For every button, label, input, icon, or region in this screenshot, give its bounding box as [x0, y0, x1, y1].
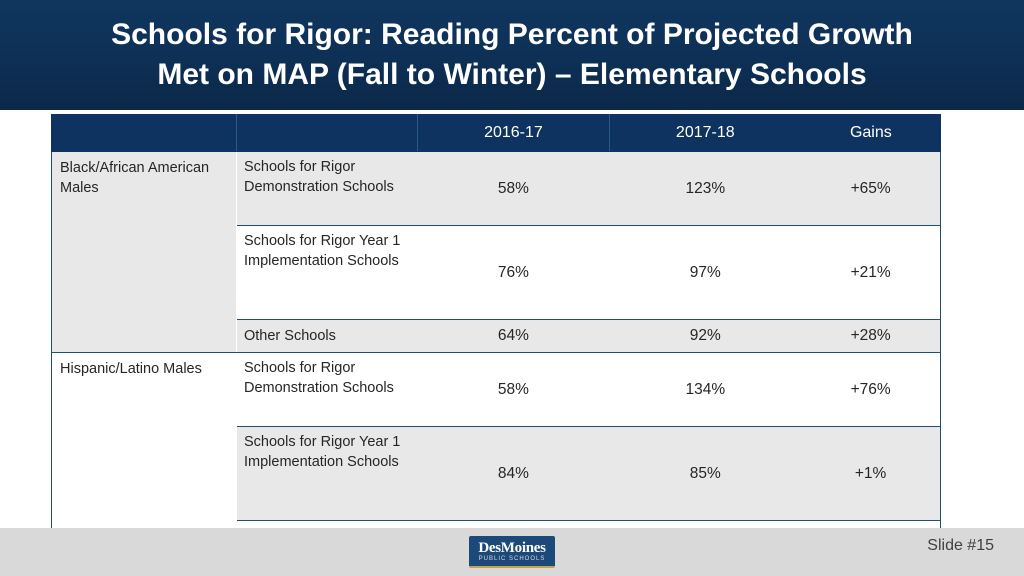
value-2017-18: 92%	[609, 319, 802, 353]
value-2017-18: 97%	[609, 225, 802, 320]
header-2016-17: 2016-17	[417, 114, 610, 152]
table-row: Black/African American Males Schools for…	[51, 151, 942, 353]
growth-table: 2016-17 2017-18 Gains Black/African Amer…	[51, 114, 942, 554]
logo-wordmark: DesMoines	[478, 539, 546, 556]
value-gains: +65%	[801, 151, 942, 226]
school-label: Schools for Rigor Demonstration Schools	[236, 352, 418, 427]
value-2017-18: 85%	[609, 426, 802, 521]
value-gains: +76%	[801, 352, 942, 427]
value-2016-17: 58%	[417, 352, 610, 427]
table-row: Schools for Rigor Year 1 Implementation …	[52, 426, 942, 521]
table-row: Other Schools 64% 92% +28%	[52, 319, 942, 353]
header-school	[236, 114, 418, 152]
des-moines-logo: DesMoines PUBLIC SCHOOLS	[469, 536, 555, 568]
value-2016-17: 76%	[417, 225, 610, 320]
title-banner: Schools for Rigor: Reading Percent of Pr…	[0, 0, 1024, 110]
value-gains: +21%	[801, 225, 942, 320]
school-label: Schools for Rigor Demonstration Schools	[236, 151, 418, 226]
group-label: Black/African American Males	[51, 151, 237, 353]
table-row: Schools for Rigor Year 1 Implementation …	[52, 225, 942, 320]
slide-title-line-1: Schools for Rigor: Reading Percent of Pr…	[111, 18, 913, 51]
slide-title-line-2: Met on MAP (Fall to Winter) – Elementary…	[157, 58, 867, 91]
header-2017-18: 2017-18	[608, 114, 802, 152]
footer-bar: DesMoines PUBLIC SCHOOLS Slide #15	[0, 528, 1024, 576]
value-2016-17: 84%	[417, 426, 610, 521]
school-label: Other Schools	[236, 319, 418, 353]
value-gains: +1%	[801, 426, 942, 521]
value-gains: +28%	[801, 319, 942, 353]
slide-title: Schools for Rigor: Reading Percent of Pr…	[32, 15, 992, 95]
table-row: Hispanic/Latino Males Schools for Rigor …	[51, 352, 942, 554]
value-2016-17: 64%	[417, 319, 610, 353]
school-label: Schools for Rigor Year 1 Implementation …	[236, 225, 418, 320]
value-2017-18: 134%	[609, 352, 802, 427]
value-2016-17: 58%	[417, 151, 610, 226]
header-gains: Gains	[800, 114, 942, 152]
table-header-row: 2016-17 2017-18 Gains	[51, 114, 942, 152]
slide-number: Slide #15	[927, 537, 994, 554]
logo-subtitle: PUBLIC SCHOOLS	[478, 555, 546, 562]
value-2017-18: 123%	[609, 151, 802, 226]
group-label: Hispanic/Latino Males	[51, 352, 237, 554]
header-group	[51, 114, 237, 152]
school-label: Schools for Rigor Year 1 Implementation …	[236, 426, 418, 521]
